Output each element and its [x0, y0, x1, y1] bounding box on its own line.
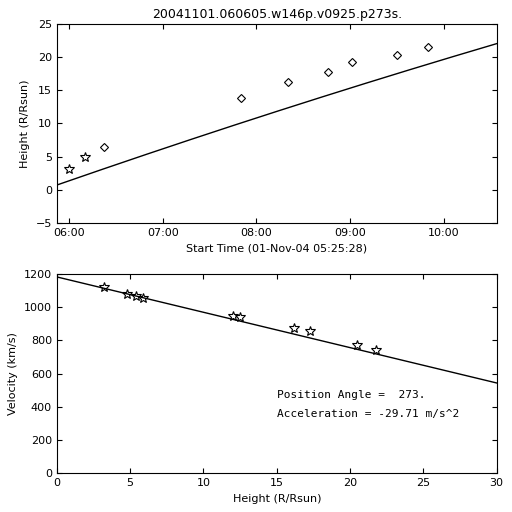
Y-axis label: Height (R/Rsun): Height (R/Rsun): [20, 79, 30, 168]
Text: Acceleration = -29.71 m/s^2: Acceleration = -29.71 m/s^2: [277, 410, 459, 419]
X-axis label: Height (R/Rsun): Height (R/Rsun): [232, 494, 321, 504]
Title: 20041101.060605.w146p.v0925.p273s.: 20041101.060605.w146p.v0925.p273s.: [152, 8, 402, 22]
Y-axis label: Velocity (km/s): Velocity (km/s): [8, 332, 18, 415]
X-axis label: Start Time (01-Nov-04 05:25:28): Start Time (01-Nov-04 05:25:28): [186, 243, 367, 253]
Text: Position Angle =  273.: Position Angle = 273.: [277, 390, 425, 399]
